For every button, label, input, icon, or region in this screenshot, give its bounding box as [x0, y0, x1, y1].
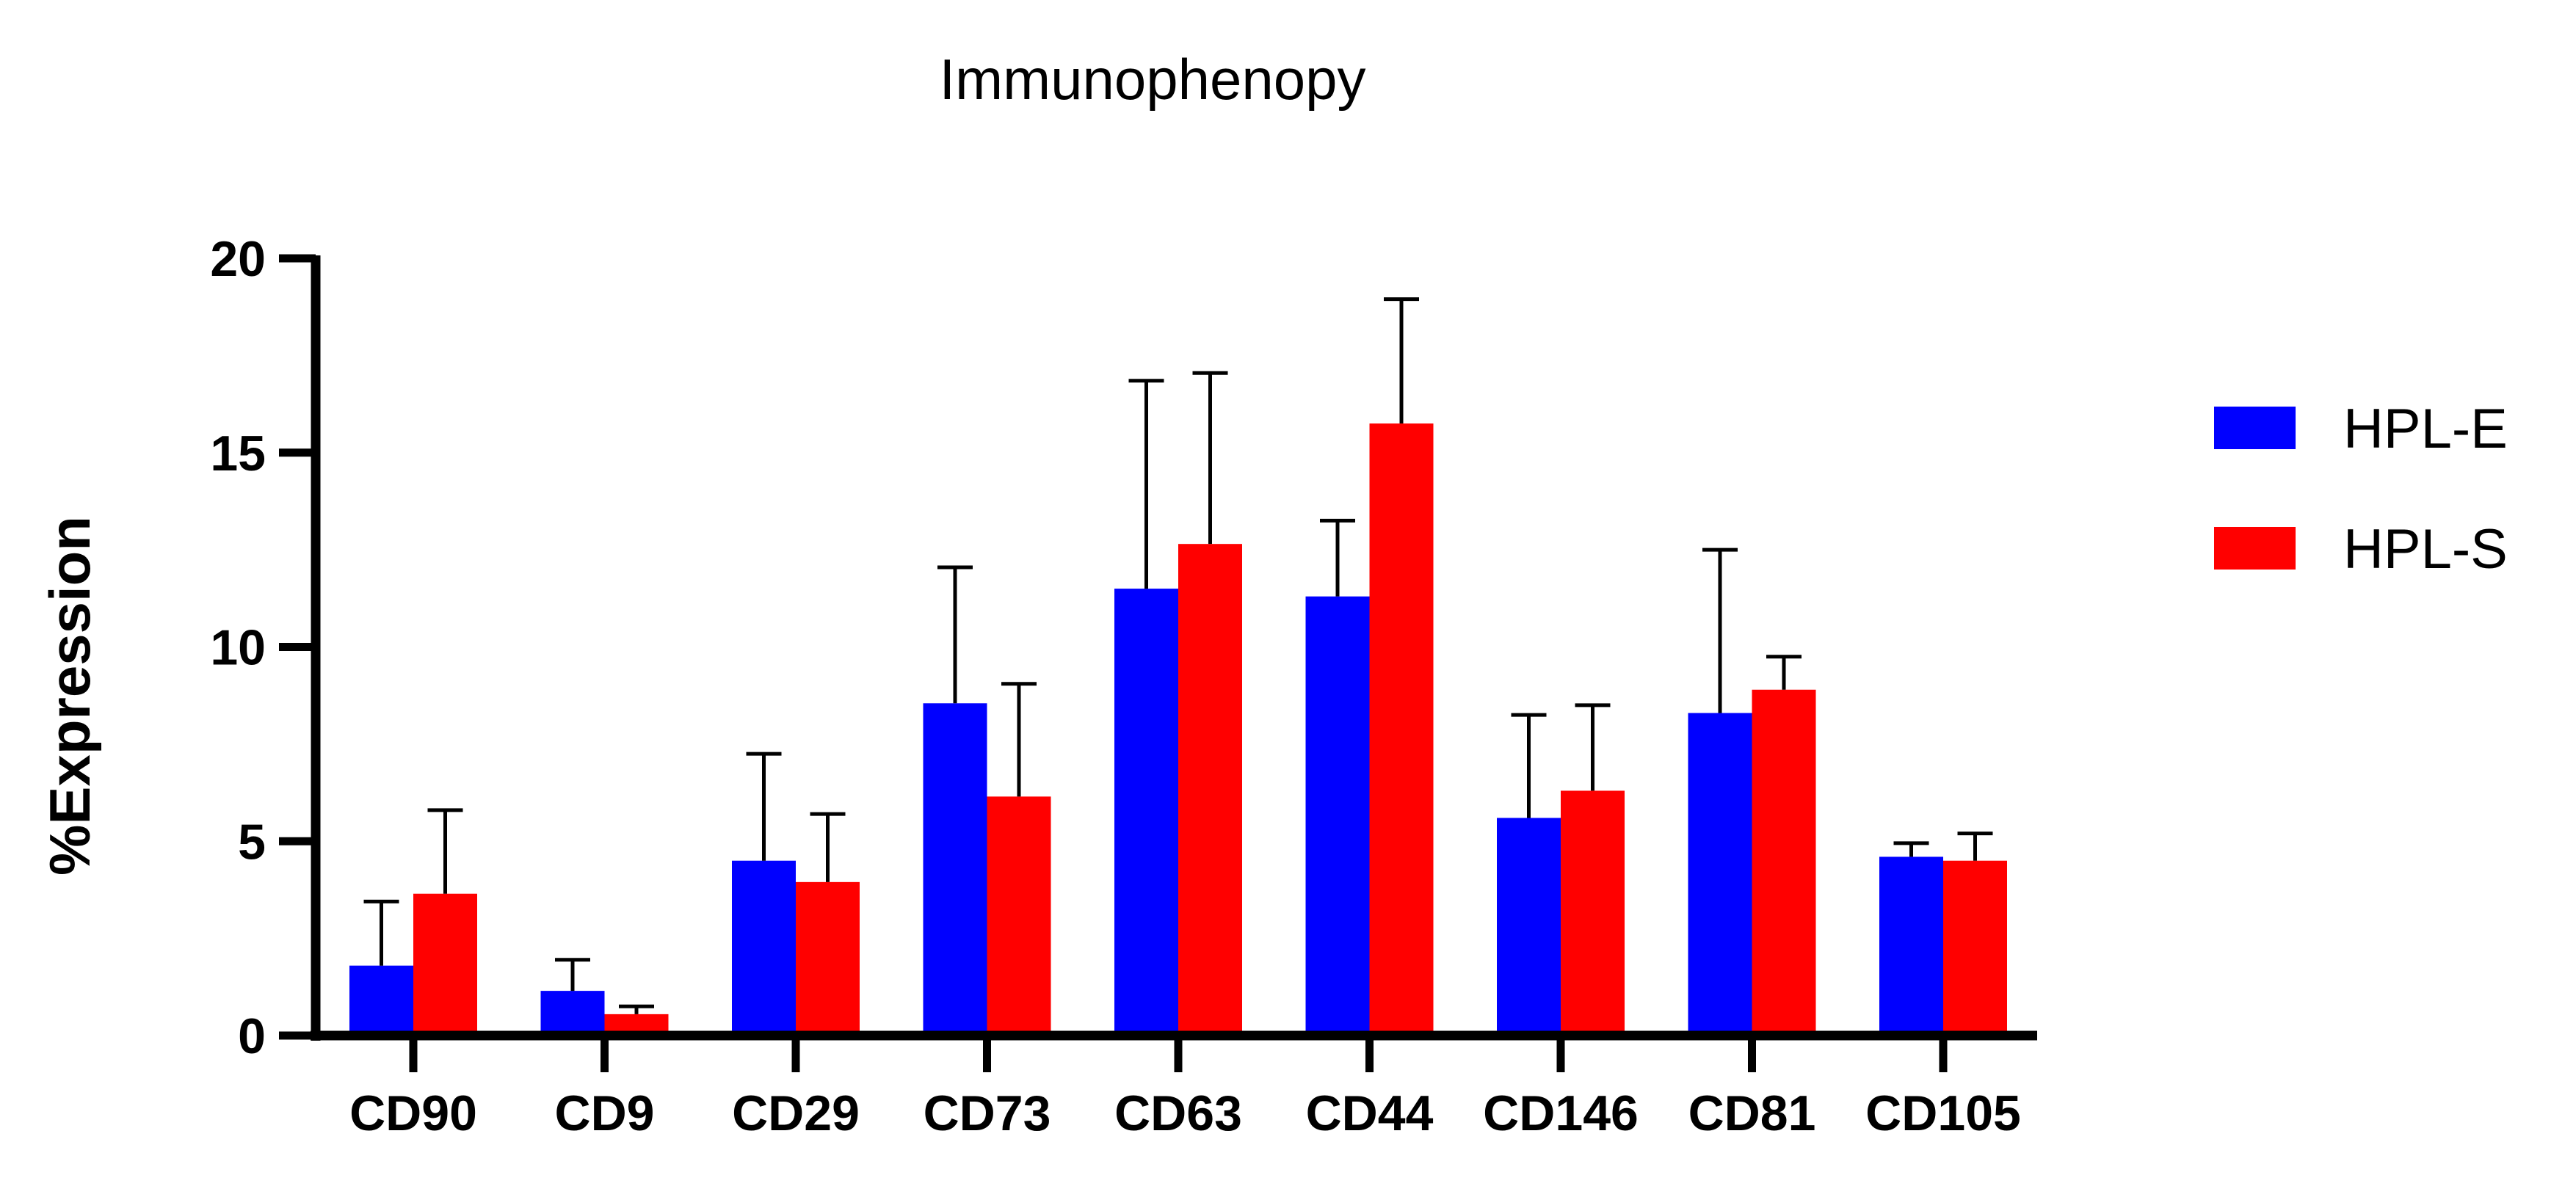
bar-hpl-e-cd63	[1114, 589, 1178, 1036]
x-tick-label-cd63: CD63	[1114, 1085, 1242, 1141]
bar-hpl-s-cd105	[1943, 860, 2007, 1036]
bar-hpl-s-cd146	[1561, 790, 1625, 1036]
x-tick-label-cd73: CD73	[924, 1085, 1051, 1141]
bar-hpl-s-cd29	[796, 881, 860, 1036]
bar-hpl-e-cd9	[540, 991, 605, 1036]
bar-hpl-e-cd146	[1497, 818, 1561, 1036]
bar-hpl-e-cd105	[1879, 856, 1943, 1036]
y-ticks-group: 0 5 10 15 20	[210, 231, 316, 1064]
chart-title: Immunophenopy	[939, 47, 1365, 112]
y-axis-label: %Expression	[37, 516, 102, 876]
x-tick-label-cd9: CD9	[554, 1085, 654, 1141]
legend-swatch-hpl-e	[2214, 407, 2296, 449]
x-tick-label-cd81: CD81	[1688, 1085, 1816, 1141]
bar-hpl-e-cd44	[1305, 596, 1370, 1036]
x-tick-label-cd105: CD105	[1865, 1085, 2021, 1141]
x-tick-label-cd29: CD29	[732, 1085, 860, 1141]
bar-hpl-s-cd44	[1369, 423, 1434, 1036]
bar-hpl-s-cd81	[1752, 689, 1816, 1036]
y-tick-label-15: 15	[210, 426, 266, 481]
x-tick-label-cd44: CD44	[1306, 1085, 1434, 1141]
y-tick-label-0: 0	[238, 1008, 266, 1064]
bar-hpl-s-cd73	[987, 796, 1051, 1036]
x-tick-label-cd90: CD90	[349, 1085, 477, 1141]
bar-hpl-e-cd29	[732, 860, 796, 1036]
y-tick-label-5: 5	[238, 814, 266, 870]
x-tick-label-cd146: CD146	[1483, 1085, 1639, 1141]
legend-label-hpl-e: HPL-E	[2343, 398, 2508, 460]
bar-hpl-s-cd90	[413, 893, 477, 1036]
legend: HPL-E HPL-S	[2214, 398, 2508, 581]
y-tick-label-20: 20	[210, 231, 266, 287]
bar-hpl-s-cd63	[1178, 544, 1242, 1036]
x-ticks-group: CD90 CD9 CD29 CD73 CD63 CD44 CD146 CD81 CD105	[349, 1036, 2021, 1141]
error-bars-group	[363, 297, 1993, 1014]
y-tick-label-10: 10	[210, 620, 266, 676]
bar-hpl-e-cd81	[1688, 713, 1752, 1036]
bar-hpl-e-cd73	[923, 703, 987, 1036]
legend-label-hpl-s: HPL-S	[2343, 518, 2508, 581]
bars-group	[349, 423, 2007, 1036]
legend-swatch-hpl-s	[2214, 527, 2296, 570]
bar-hpl-e-cd90	[349, 965, 413, 1036]
